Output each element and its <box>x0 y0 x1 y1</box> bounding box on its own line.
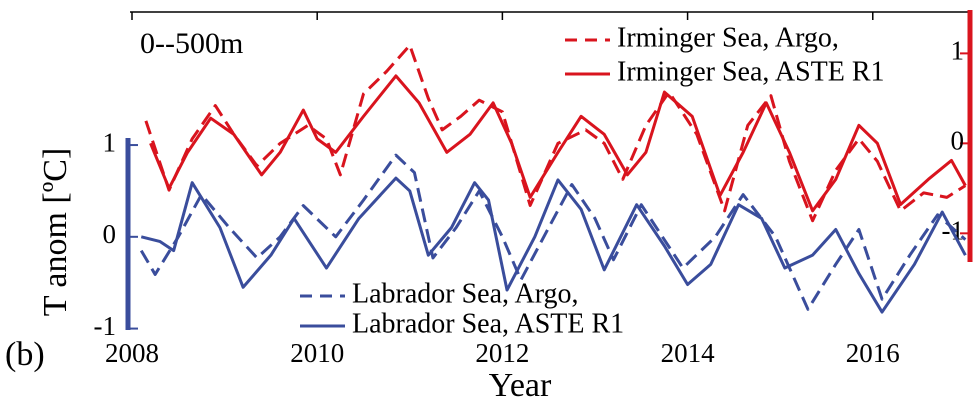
y2-tick-label: 1 <box>951 36 965 66</box>
series-line <box>139 153 967 311</box>
y-axis-label: T anom [ºC] <box>37 148 74 317</box>
legend-label: Labrador Sea, Argo, <box>352 278 579 309</box>
x-tick-label: 2008 <box>105 338 159 368</box>
y2-tick-label: 0 <box>951 126 965 156</box>
annotation: 0--500m <box>140 27 243 60</box>
x-tick-label: 2016 <box>846 338 900 368</box>
series-line <box>140 176 967 314</box>
legend-label: Irminger Sea, Argo, <box>617 22 839 53</box>
x-axis-label: Year <box>489 367 552 404</box>
x-tick-label: 2010 <box>290 338 344 368</box>
x-tick-label: 2014 <box>661 338 716 368</box>
legend-label: Irminger Sea, ASTE R1 <box>617 56 885 87</box>
y-tick-label: -1 <box>94 311 117 341</box>
panel-label: (b) <box>5 336 45 373</box>
y-tick-label: 1 <box>103 127 117 157</box>
y-tick-label: 0 <box>103 219 117 249</box>
legend-label: Labrador Sea, ASTE R1 <box>352 308 624 339</box>
series-line <box>149 74 967 213</box>
series-line <box>144 43 967 223</box>
x-tick-label: 2012 <box>475 338 529 368</box>
